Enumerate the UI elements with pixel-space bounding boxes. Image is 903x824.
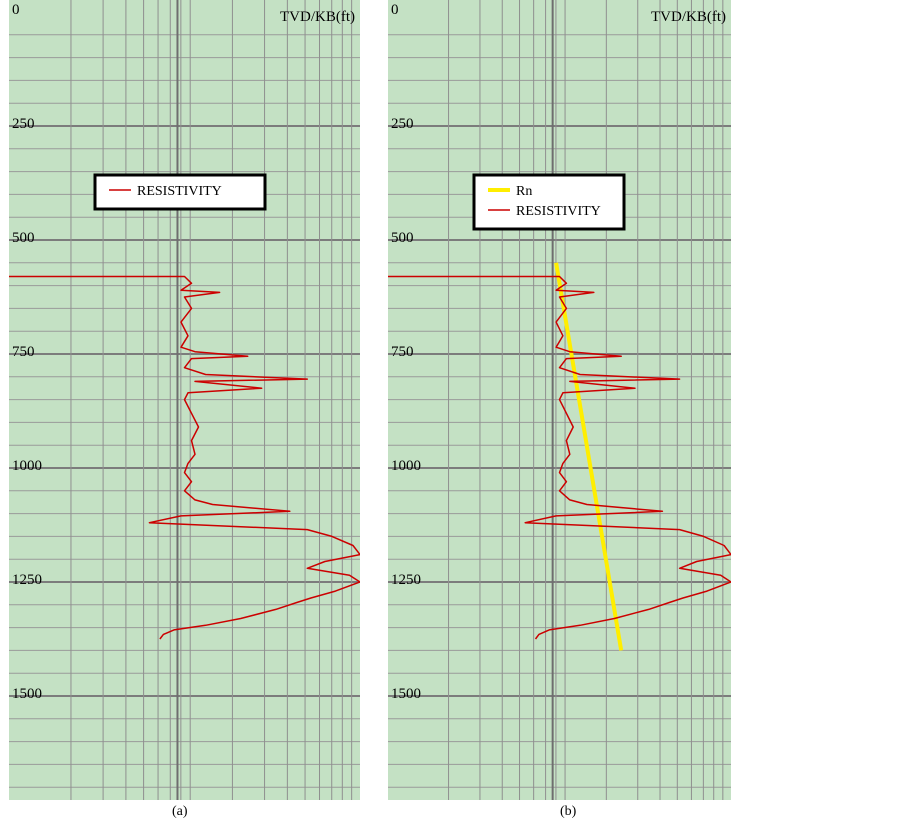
y-tick-label: 500 xyxy=(12,230,35,246)
legend-label: RESISTIVITY xyxy=(137,184,222,199)
series-line-resistivity xyxy=(388,275,731,640)
y-tick-label: 1500 xyxy=(12,686,42,702)
chart-panel-a: 0 250 500 750 1000 1250 1500 TVD/KB(ft) RESISTIV… xyxy=(9,0,360,800)
caption-a: (a) xyxy=(172,804,188,819)
horizontal-gridlines xyxy=(9,34,360,788)
y-tick-label: 0 xyxy=(391,2,399,18)
vertical-gridlines xyxy=(448,0,724,800)
legend-box xyxy=(472,173,626,231)
legend: RESISTIVITY xyxy=(93,173,267,211)
chart-panel-b: 0 250 500 750 1000 1250 1500 TVD/KB(ft) Rn RESIST… xyxy=(388,0,731,800)
series-line-rn xyxy=(554,262,624,651)
y-tick-label: 500 xyxy=(391,230,414,246)
y-tick-label: 1250 xyxy=(12,572,42,588)
y-tick-label: 1000 xyxy=(391,458,421,474)
caption-b: (b) xyxy=(560,804,577,819)
legend-label: RESISTIVITY xyxy=(516,204,601,219)
y-tick-label: 1000 xyxy=(12,458,42,474)
y-tick-label: 0 xyxy=(12,2,20,18)
y-tick-label: 250 xyxy=(12,116,35,132)
y-axis-title: TVD/KB(ft) xyxy=(651,9,726,25)
y-tick-label: 250 xyxy=(391,116,414,132)
chart-a-svg: 0 250 500 750 1000 1250 1500 TVD/KB(ft) RESISTIV… xyxy=(9,0,360,800)
vertical-gridlines xyxy=(70,0,353,800)
legend-label: Rn xyxy=(516,184,532,199)
horizontal-gridlines xyxy=(388,34,731,788)
y-tick-label: 750 xyxy=(12,344,35,360)
y-axis-title: TVD/KB(ft) xyxy=(280,9,355,25)
chart-b-svg: 0 250 500 750 1000 1250 1500 TVD/KB(ft) Rn RESIST… xyxy=(388,0,731,800)
y-tick-label: 750 xyxy=(391,344,414,360)
y-tick-label: 1250 xyxy=(391,572,421,588)
legend: Rn RESISTIVITY xyxy=(472,173,626,231)
y-tick-label: 1500 xyxy=(391,686,421,702)
legend-box xyxy=(93,173,267,211)
series-line-resistivity xyxy=(9,275,360,640)
